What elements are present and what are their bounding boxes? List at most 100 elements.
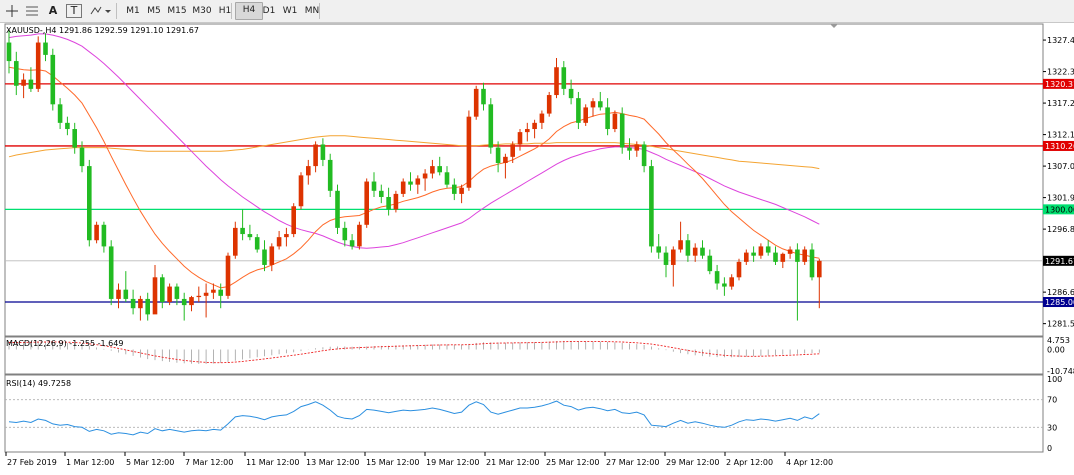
candle-body [371,181,377,191]
candle-body [473,88,479,117]
timeframe-m30[interactable]: M30 [192,6,212,16]
candle [203,283,209,318]
rsi-tick-label: 30 [1047,423,1057,432]
rsi-line [8,400,820,436]
candle-body [422,173,428,179]
candle-body [444,172,450,185]
candle [108,240,114,306]
timeframe-mn[interactable]: MN [304,6,320,16]
timeframe-m5[interactable]: M5 [147,6,161,16]
candle [181,292,187,321]
timeframe-m15[interactable]: M15 [167,6,187,16]
candle-body [809,249,815,278]
candle [663,246,669,278]
timeframe-m1[interactable]: M1 [126,6,140,16]
timeframe-d1[interactable]: D1 [262,6,276,16]
candle [123,271,129,303]
candle-body [452,184,457,194]
candle-body [722,283,727,287]
text-label-icon[interactable]: T [66,4,82,18]
rsi-tick-label: 100 [1047,375,1062,384]
candle [729,274,734,290]
candle [802,246,807,265]
candle [94,221,99,244]
time-tick-label: 4 Apr 12:00 [786,458,833,467]
candle [466,110,472,191]
candle-body [517,132,523,145]
candle-body [240,227,245,235]
candle-body [181,298,187,306]
candle [437,156,442,176]
candle [678,221,683,253]
macd-tick-label: -10.748 [1047,367,1074,376]
candle-body [765,246,771,253]
candle-body [386,196,391,210]
candle-body [364,181,369,225]
candle [276,230,282,250]
candle [452,178,457,201]
candle [605,98,610,136]
timeframe-w1[interactable]: W1 [282,6,298,16]
timeframe-h1[interactable]: H1 [218,6,232,16]
toolbar-separator [231,3,232,19]
candle-body [481,88,486,105]
time-tick-label: 11 Mar 12:00 [246,458,299,467]
candle [488,98,494,154]
timeframe-h4[interactable]: H4 [235,2,263,20]
candle [50,48,56,111]
candle-body [342,227,348,241]
candle [422,169,428,191]
candle [335,184,340,235]
candle-body [174,286,180,299]
candle-body [415,178,421,185]
candle [780,252,786,269]
candle-body [349,240,355,247]
candle-body [554,67,559,96]
candle-body [773,252,778,262]
level-label-0: 1320.31 [1045,80,1074,89]
candle [495,141,501,173]
candle [6,30,12,74]
candle-body [459,187,464,194]
candle [167,283,172,306]
candle-body [14,61,19,86]
candle-body [327,159,333,191]
candle [349,234,355,250]
candle [510,141,515,164]
candle-body [656,246,661,253]
candle-body [437,166,442,173]
price-tick-label: 1301.90 [1047,194,1074,203]
candle [357,221,362,250]
crosshair-icon[interactable] [4,3,20,19]
candle-body [612,113,618,130]
candle-body [284,234,289,238]
candle-body [802,249,807,262]
text-icon[interactable]: A [48,4,58,17]
candle [714,264,720,290]
candle-body [649,166,654,247]
candle [568,79,574,105]
candle-body [714,271,720,284]
time-tick-label: 13 Mar 12:00 [306,458,359,467]
ma-slow-line [8,135,820,170]
candle-body [495,147,501,164]
candle-body [50,54,56,105]
candle-body [525,129,530,133]
candle [145,292,150,321]
candle [656,234,661,259]
shapes-dropdown-icon[interactable] [88,3,112,19]
candle [736,258,742,281]
horizontal-line-icon[interactable] [24,3,40,19]
price-tick-label: 1312.10 [1047,131,1074,140]
candle-body [247,234,253,238]
candle [517,129,523,151]
candle [313,141,318,173]
candle [722,277,727,296]
candle-body [108,246,114,299]
candle-body [65,122,70,130]
candle-body [313,144,318,167]
candle-body [218,289,223,296]
candle-body [94,224,99,241]
price-tick-label: 1286.60 [1047,288,1074,297]
